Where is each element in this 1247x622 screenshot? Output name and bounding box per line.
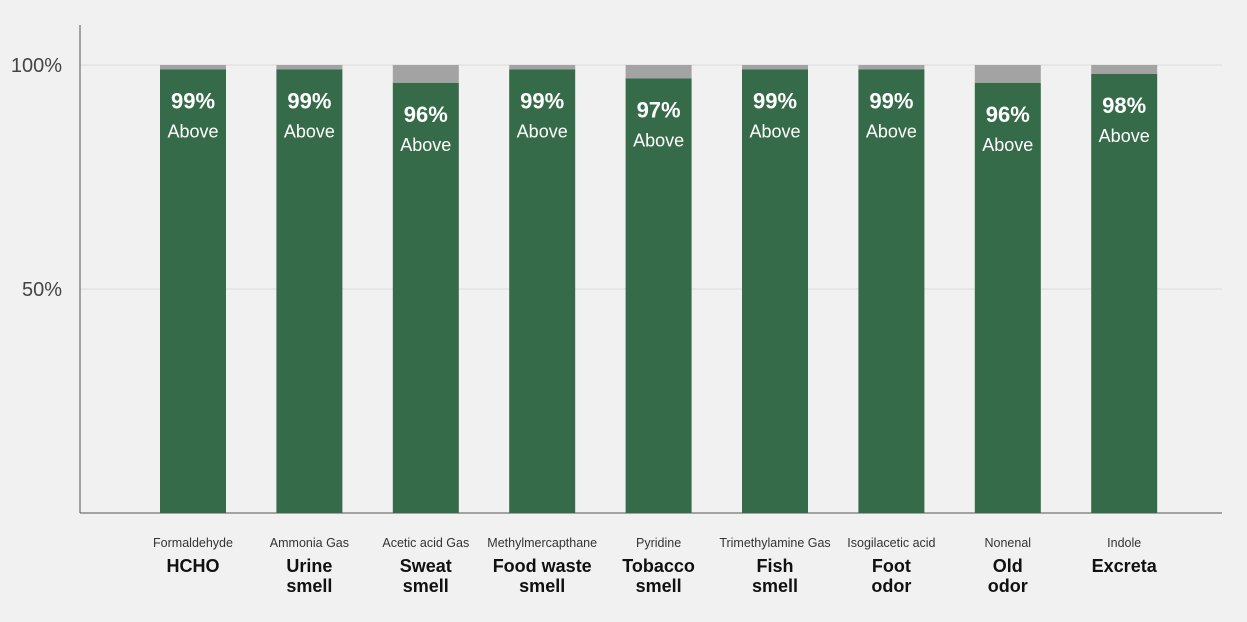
category-main-label: odor <box>871 576 911 596</box>
bar-remaining <box>858 65 925 70</box>
bar-removed <box>858 69 925 513</box>
bar-value-note: Above <box>633 130 684 150</box>
bar-removed <box>509 69 576 513</box>
bar-remaining <box>974 65 1041 83</box>
bar-remaining <box>742 65 808 70</box>
bar-value-label: 99% <box>753 88 797 113</box>
category-main-label: Food waste <box>493 556 592 576</box>
category-sub-label: Nonenal <box>985 536 1032 550</box>
category-main-label: smell <box>636 576 682 596</box>
bar-value-note: Above <box>866 121 917 141</box>
category-sub-label: Formaldehyde <box>153 536 233 550</box>
bar-removed <box>160 69 226 513</box>
bar-value-label: 98% <box>1102 93 1146 118</box>
category-main-label: Urine <box>286 556 332 576</box>
bar-remaining <box>625 65 692 79</box>
category-sub-label: Ammonia Gas <box>270 536 349 550</box>
bar-removed <box>1091 73 1158 514</box>
bar-removed <box>276 69 343 513</box>
y-tick-label: 100% <box>11 55 62 77</box>
category-sub-label: Indole <box>1107 536 1141 550</box>
bar-remaining <box>392 65 459 83</box>
bar-value-note: Above <box>400 135 451 155</box>
category-main-label: smell <box>286 576 332 596</box>
bar-value-note: Above <box>982 135 1033 155</box>
category-main-label: smell <box>519 576 565 596</box>
bar-value-label: 99% <box>171 88 215 113</box>
category-sub-label: Acetic acid Gas <box>382 536 469 550</box>
category-main-label: HCHO <box>167 556 220 576</box>
bar-remaining <box>509 65 576 70</box>
bar-value-note: Above <box>284 121 335 141</box>
category-main-label: smell <box>403 576 449 596</box>
category-main-label: Old <box>993 556 1023 576</box>
category-main-label: Fish <box>756 556 793 576</box>
bar-remaining <box>276 65 343 70</box>
category-sub-label: Isogilacetic acid <box>847 536 935 550</box>
category-sub-label: Pyridine <box>636 536 681 550</box>
bar-value-label: 99% <box>520 88 564 113</box>
bar-value-label: 99% <box>287 88 331 113</box>
bar-value-label: 96% <box>986 102 1030 127</box>
bar-value-note: Above <box>167 121 218 141</box>
bar-value-note: Above <box>517 121 568 141</box>
category-sub-label: Trimethylamine Gas <box>719 536 830 550</box>
category-main-label: smell <box>752 576 798 596</box>
category-main-label: Sweat <box>400 556 452 576</box>
bar-value-label: 99% <box>869 88 913 113</box>
category-main-label: Foot <box>872 556 911 576</box>
bar-value-note: Above <box>749 121 800 141</box>
bar-remaining <box>160 65 226 70</box>
bar-removed <box>742 69 808 513</box>
bar-remaining <box>1091 65 1158 74</box>
bar-value-note: Above <box>1099 126 1150 146</box>
y-tick-label: 50% <box>22 279 62 301</box>
category-main-label: Excreta <box>1092 556 1158 576</box>
bar-removed <box>392 82 459 514</box>
category-sub-label: Methylmercapthane <box>487 536 597 550</box>
bar-value-label: 97% <box>637 97 681 122</box>
bar-value-label: 96% <box>404 102 448 127</box>
category-main-label: odor <box>988 576 1028 596</box>
bar-removed <box>625 78 692 513</box>
category-main-label: Tobacco <box>622 556 695 576</box>
bar-removed <box>974 82 1041 514</box>
